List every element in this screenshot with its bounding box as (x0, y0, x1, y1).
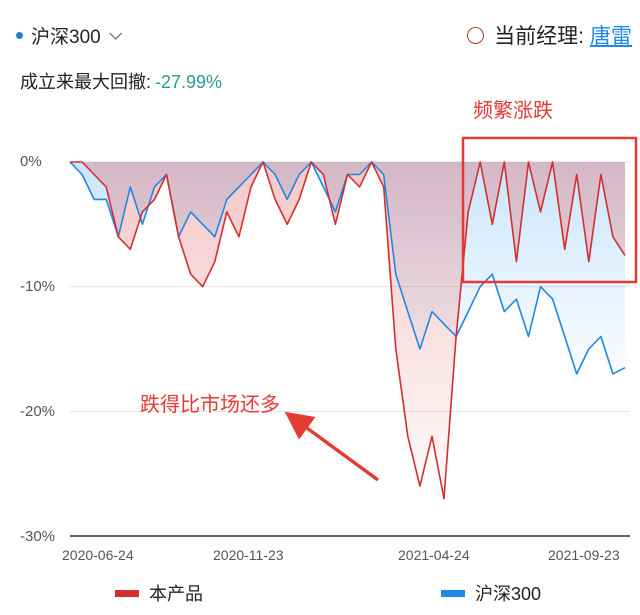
benchmark-dot-icon (16, 31, 23, 39)
manager-name-link[interactable]: 唐雷 (590, 25, 632, 48)
legend-item-product: 本产品 (115, 580, 203, 606)
legend-swatch-benchmark (441, 589, 465, 597)
legend-label-benchmark: 沪深300 (475, 584, 542, 604)
top-bar: 沪深300 当前经理: 唐雷 (0, 0, 640, 60)
y-tick-label-0: 0% (20, 153, 42, 170)
y-tick-label-3: -30% (20, 528, 56, 545)
annotation-arrow (284, 411, 380, 482)
series-area-product (70, 162, 625, 499)
annotation-frequent: 频繁涨跌 (473, 100, 553, 122)
legend-swatch-product (115, 589, 139, 597)
x-tick-label-0: 2020-06-24 (62, 547, 134, 563)
legend-label-product: 本产品 (149, 584, 203, 604)
y-tick-label-2: -20% (20, 403, 56, 420)
annotation-fell-more: 跌得比市场还多 (140, 394, 280, 416)
max-drawdown-label: 成立来最大回撤: (20, 72, 152, 92)
current-manager: 当前经理: 唐雷 (467, 20, 632, 50)
legend-item-benchmark: 沪深300 (441, 580, 541, 606)
y-tick-label-1: -10% (20, 278, 56, 295)
benchmark-selector-label: 沪深300 (31, 26, 101, 48)
max-drawdown-value: -27.99% (155, 72, 223, 92)
x-tick-label-3: 2021-09-23 (548, 547, 620, 563)
x-tick-label-2: 2021-04-24 (398, 547, 470, 563)
max-drawdown: 成立来最大回撤: -27.99% (20, 68, 222, 94)
highlight-box (461, 136, 638, 284)
series-line-product (70, 161, 626, 500)
manager-circle-icon (467, 26, 485, 44)
x-tick-label-1: 2020-11-23 (213, 547, 284, 563)
manager-label: 当前经理: (494, 25, 584, 48)
benchmark-selector[interactable]: 沪深300 (16, 22, 122, 48)
